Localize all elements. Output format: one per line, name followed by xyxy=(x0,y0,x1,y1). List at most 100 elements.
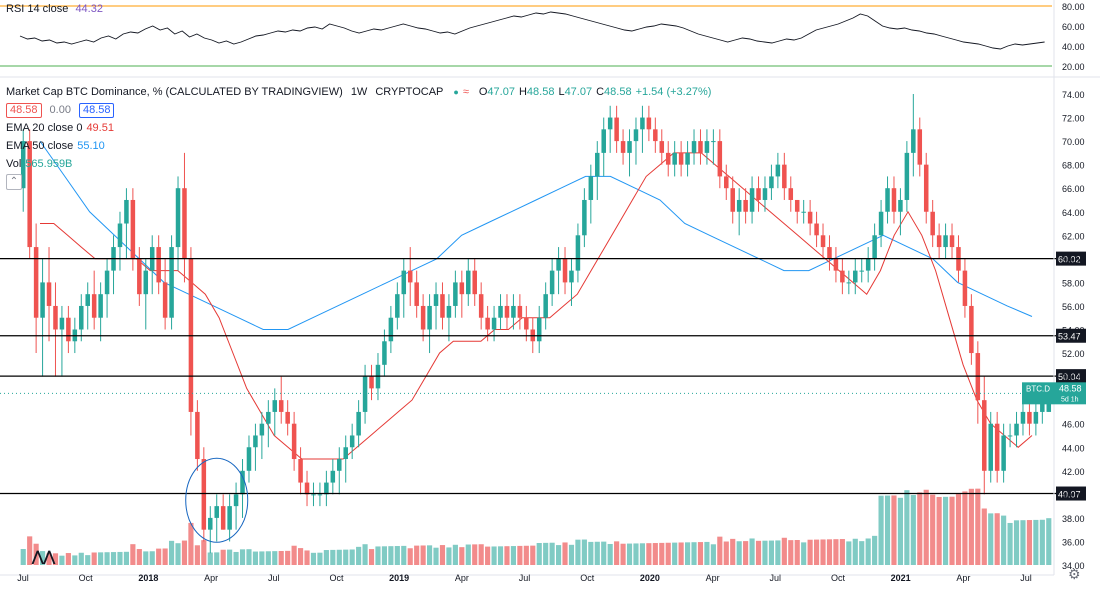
volume-bar xyxy=(336,549,342,565)
volume-bar xyxy=(652,543,658,565)
price-scale-label: 36.00 xyxy=(1062,537,1085,547)
time-axis-label: 2019 xyxy=(389,573,409,583)
candle-body xyxy=(814,223,819,236)
ema50-row[interactable]: EMA 50 close 55.10 xyxy=(6,137,711,155)
volume-bar xyxy=(59,555,65,565)
candle-body xyxy=(420,305,426,330)
candle-body xyxy=(317,494,323,496)
volume-bar xyxy=(491,546,497,565)
volume-bar xyxy=(743,541,749,565)
tradingview-logo-icon[interactable]: ⋀⋀ xyxy=(32,548,55,564)
candle-body xyxy=(240,470,245,495)
candle-body xyxy=(543,294,548,318)
candle-body xyxy=(678,152,684,165)
candle-body xyxy=(356,411,361,436)
volume-bar xyxy=(755,540,762,565)
bid-box[interactable]: 48.58 xyxy=(6,102,42,118)
volume-bar xyxy=(620,543,626,565)
candle-body xyxy=(466,270,471,295)
candle-body xyxy=(782,164,787,189)
candle-body xyxy=(214,506,219,518)
volume-bar xyxy=(433,547,439,565)
volume-bar xyxy=(691,542,697,565)
volume-bar xyxy=(27,536,33,565)
price-scale-label: 38.00 xyxy=(1062,514,1085,524)
symbol-row[interactable]: Market Cap BTC Dominance, % (CALCULATED … xyxy=(6,83,711,101)
ask-box[interactable]: 48.58 xyxy=(78,102,115,118)
volume-bar xyxy=(65,553,71,565)
collapse-legend-icon[interactable]: ⌃ xyxy=(6,174,22,190)
ohlc-change: +1.54 (+3.27%) xyxy=(635,86,712,98)
candle-body xyxy=(66,317,71,342)
volume-bar xyxy=(523,545,529,565)
volume-bar xyxy=(672,542,678,565)
price-scale-label: 46.00 xyxy=(1062,420,1085,430)
volume-bar xyxy=(452,544,458,565)
volume-bar xyxy=(897,497,904,565)
candle-body xyxy=(865,258,871,271)
volume-bar xyxy=(414,545,420,565)
level-price-label: 60.02 xyxy=(1058,255,1081,265)
volume-bar xyxy=(846,541,852,565)
rsi-scale-label: 80.00 xyxy=(1062,2,1085,12)
candle-body xyxy=(724,176,729,189)
volume-bar xyxy=(239,549,246,565)
ohlc-open: O47.07 xyxy=(478,86,515,98)
volume-bar xyxy=(485,546,491,565)
rsi-legend[interactable]: RSI 14 close 44.32 xyxy=(6,3,103,15)
price-scale-label: 68.00 xyxy=(1062,161,1085,171)
volume-bar xyxy=(659,542,665,565)
exchange-label: CRYPTOCAP xyxy=(375,86,444,98)
volume-bar xyxy=(543,542,549,565)
volume-bar xyxy=(368,549,375,565)
candle-body xyxy=(195,411,200,460)
volume-label: Vol xyxy=(6,158,22,170)
rsi-pane: 80.00 60.00 40.00 20.00 xyxy=(0,2,1085,72)
volume-bar xyxy=(801,542,807,565)
volume-bar xyxy=(865,538,871,565)
candle-body xyxy=(607,117,613,130)
settings-gear-icon[interactable]: ⚙ xyxy=(1068,566,1081,582)
horizontal-levels: 60.02 53.47 50.04 40.07 xyxy=(0,251,1086,501)
volume-bar xyxy=(472,544,478,565)
price-scale: 74.00 72.00 70.00 68.00 66.00 64.00 62.00 60.00… xyxy=(1022,0,1086,575)
volume-bar xyxy=(988,513,994,565)
volume-bar xyxy=(181,540,188,565)
candle-body xyxy=(233,494,239,507)
level-price-tag xyxy=(1056,328,1086,343)
candle-body xyxy=(575,235,581,271)
last-price-symbol: BTC.D xyxy=(1026,384,1050,393)
volume-bar xyxy=(252,551,259,565)
candle-body xyxy=(446,305,452,318)
volume-bar xyxy=(781,537,787,565)
candle-body xyxy=(453,282,458,306)
time-axis-label: Jul xyxy=(519,573,531,583)
candle-body xyxy=(949,235,955,248)
time-axis-label: Apr xyxy=(706,573,720,583)
rsi-line xyxy=(19,11,1045,50)
candle-body xyxy=(762,188,768,200)
volume-bar xyxy=(110,552,117,565)
volume-bar xyxy=(678,542,684,565)
volume-bar xyxy=(136,549,142,565)
volume-bar xyxy=(220,549,226,565)
volume-bar xyxy=(910,495,916,565)
volume-bar xyxy=(78,552,84,565)
candle-body xyxy=(569,270,574,283)
rsi-value: 44.32 xyxy=(75,3,103,15)
candle-body xyxy=(878,211,884,236)
time-axis: Jul Oct 2018 Apr Jul Oct 2019 Apr Jul Oct 2020 Apr J… xyxy=(0,573,1054,583)
candle-body xyxy=(885,188,890,212)
volume-bar xyxy=(439,545,446,565)
candle-body xyxy=(859,270,864,272)
volume-bar xyxy=(265,551,271,565)
candle-body xyxy=(137,258,142,295)
candle-body xyxy=(595,152,600,177)
volume-bar xyxy=(530,545,536,565)
volume-row[interactable]: Vol 565.959B xyxy=(6,155,711,173)
volume-bar xyxy=(420,545,426,565)
ema20-row[interactable]: EMA 20 close 0 49.51 xyxy=(6,119,711,137)
ohlc-close: C48.58 xyxy=(596,86,632,98)
